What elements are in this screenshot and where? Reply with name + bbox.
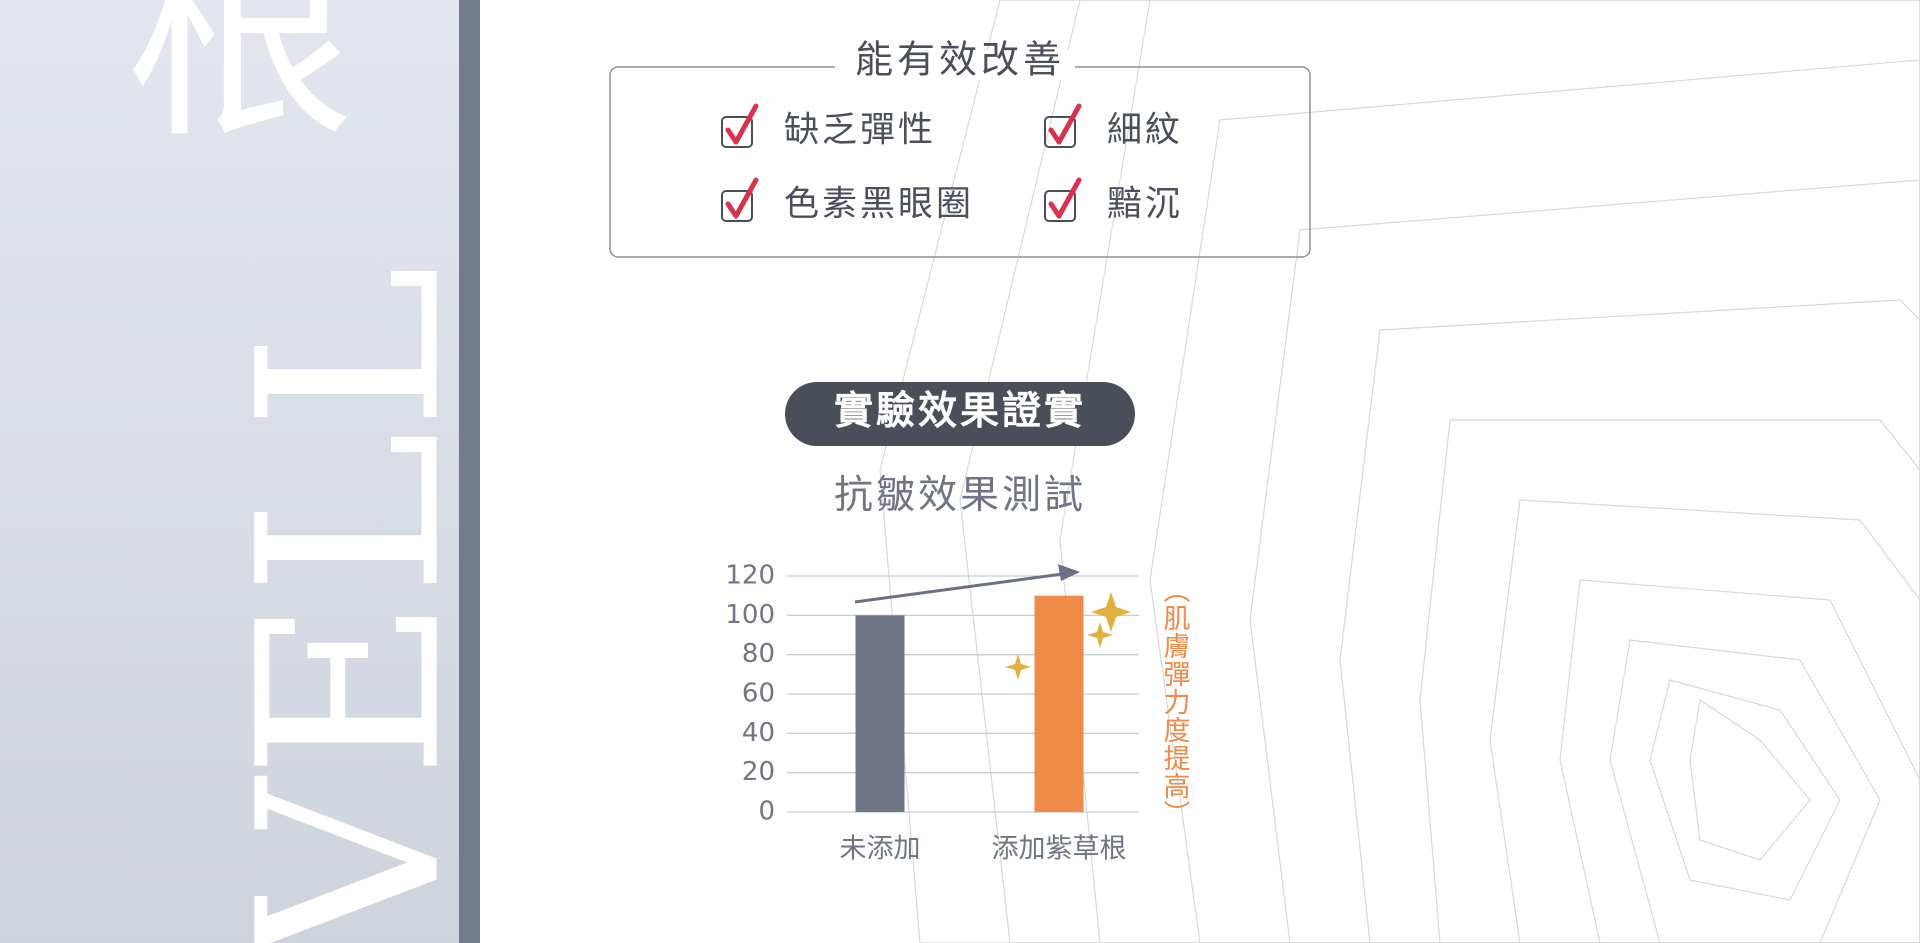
checkmark	[1048, 177, 1082, 219]
sidebar-word: VELL	[205, 265, 496, 943]
y-tick-label: 40	[742, 718, 775, 748]
improve-item: 黯沉	[1107, 185, 1183, 225]
sparkle	[1091, 592, 1131, 632]
bar	[1034, 595, 1084, 812]
sparkles	[1005, 592, 1131, 680]
sidebar-bar	[459, 0, 480, 943]
sparkle	[1005, 654, 1031, 680]
box-title-bg	[835, 50, 1075, 80]
y-tick-label: 20	[742, 757, 775, 787]
x-tick-label: 未添加	[840, 834, 921, 865]
y-tick-label: 120	[725, 561, 775, 591]
improve-box	[609, 66, 1311, 258]
checkmark	[1048, 103, 1082, 145]
bar	[855, 615, 905, 812]
trend-arrow	[854, 571, 1071, 604]
box-title: 能有效改善	[855, 38, 1065, 82]
badge-text: 實驗效果證實	[834, 388, 1086, 434]
improve-item: 色素黑眼圈	[784, 185, 974, 225]
checkmark	[725, 103, 759, 145]
improve-item: 細紋	[1107, 111, 1183, 151]
chart-annotation: （肌膚彈力度提高）	[1159, 576, 1191, 828]
y-tick-label: 80	[742, 639, 775, 669]
checkbox	[721, 116, 753, 148]
y-tick-label: 60	[742, 679, 775, 709]
checkbox	[1044, 190, 1076, 222]
y-tick-label: 0	[758, 797, 775, 827]
checkmark	[725, 177, 759, 219]
chart-title: 抗皺效果測試	[834, 473, 1086, 518]
checkbox	[721, 190, 753, 222]
checkbox	[1044, 116, 1076, 148]
arrow-head	[1058, 564, 1080, 581]
improve-item: 缺乏彈性	[784, 111, 936, 151]
chart: 0 20 40 60 80 100 120 未添加 添加紫草根	[725, 561, 1139, 865]
sidebar-char: 根	[125, 0, 355, 170]
y-tick-label: 100	[725, 600, 775, 630]
sparkle	[1087, 622, 1113, 648]
sidebar	[0, 0, 459, 943]
badge	[785, 382, 1135, 446]
x-tick-label: 添加紫草根	[992, 834, 1127, 865]
